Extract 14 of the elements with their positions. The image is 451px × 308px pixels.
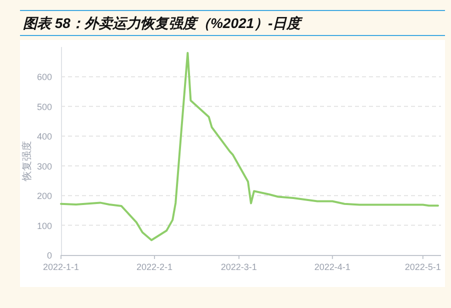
y-tick: 500 [36,102,52,112]
y-tick: 100 [36,220,52,231]
x-tick: 2022-5-1 [404,262,441,272]
x-tick: 2022-2-1 [136,262,172,272]
x-tick: 2022-4-1 [314,262,350,272]
y-tick: 300 [36,161,52,172]
x-tick: 2022-3-1 [220,262,257,272]
y-tick: 400 [36,132,52,142]
y-tick: 600 [36,72,52,82]
x-tick: 2022-1-1 [42,262,80,272]
y-tick: 0 [46,250,52,260]
title: 图表 58：外卖运力恢复强度（%2021）-日度 [23,15,301,31]
y-label: 恢复强度 [22,141,33,181]
y-tick: 200 [36,191,52,202]
